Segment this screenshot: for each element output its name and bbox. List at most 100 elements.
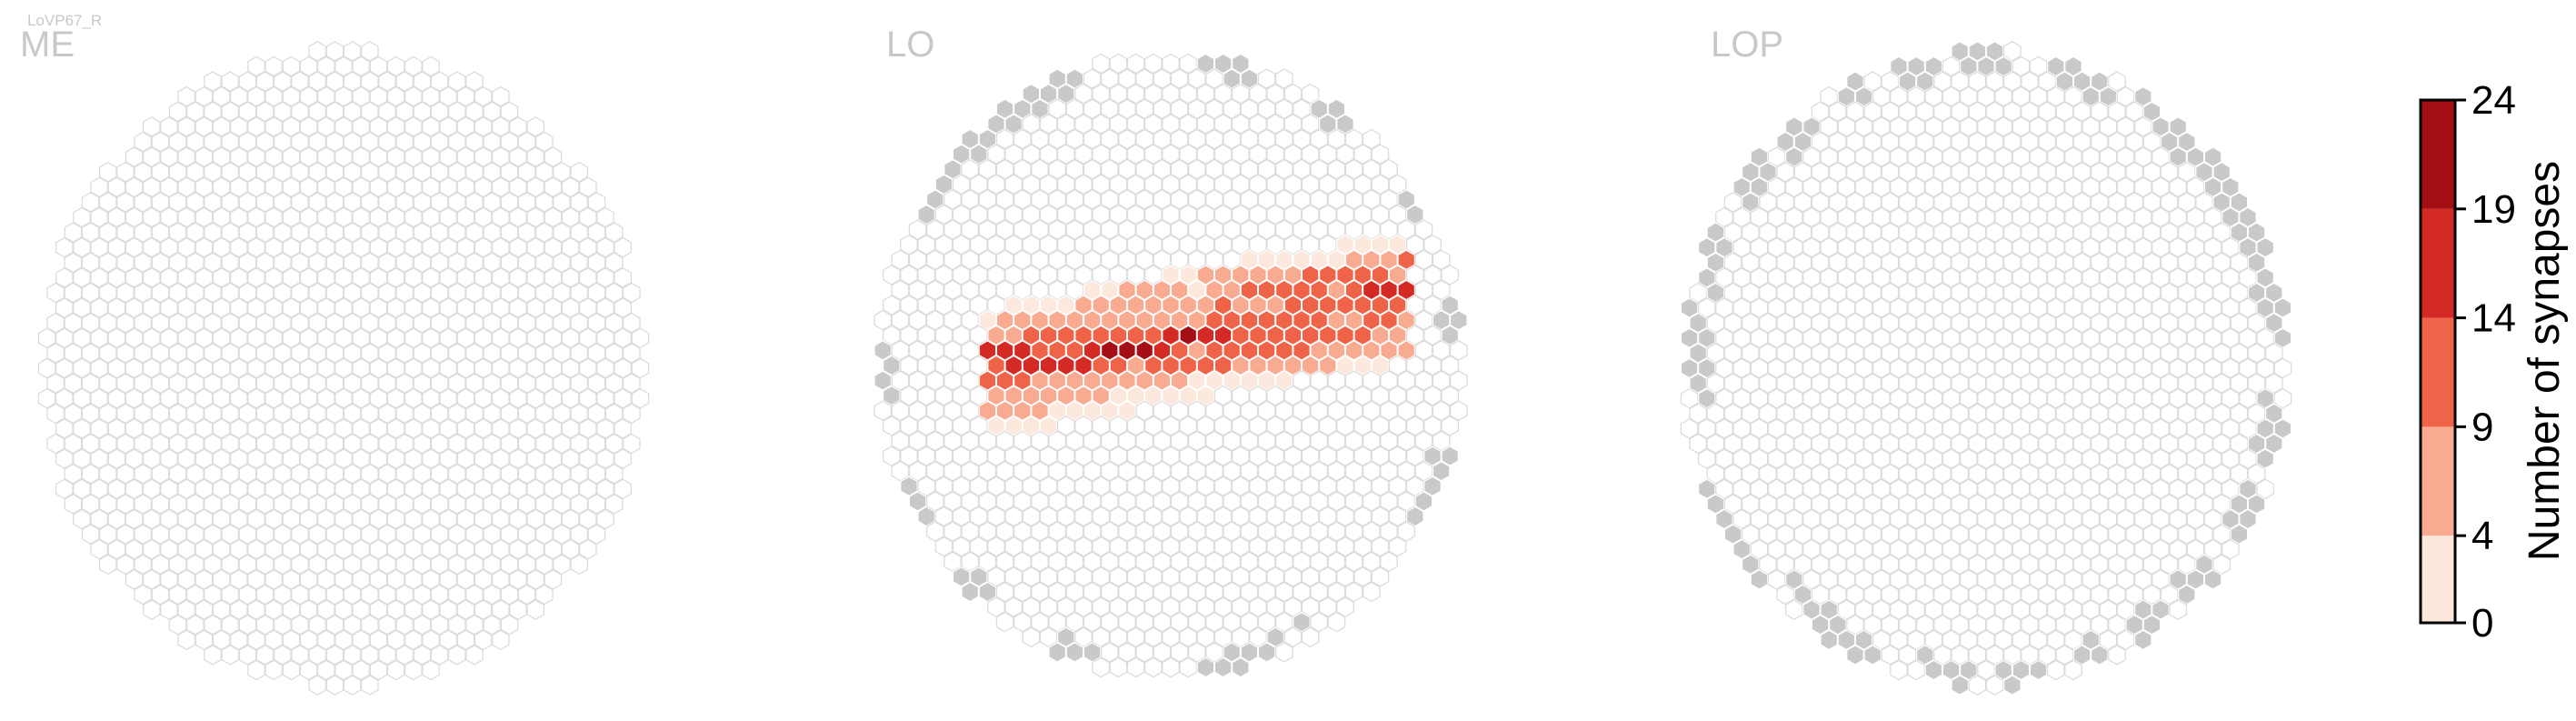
lop-column-hex	[1977, 508, 1995, 530]
lop-column-hex	[1924, 85, 1943, 107]
lop-column-hex	[1776, 131, 1794, 153]
lo-column-hex	[1327, 158, 1346, 180]
me-column-hex	[107, 327, 126, 349]
lop-column-hex	[1881, 524, 1900, 545]
lop-column-hex	[2264, 343, 2283, 364]
lo-column-hex	[1135, 219, 1154, 240]
me-column-hex	[247, 55, 265, 77]
me-column-hex	[587, 373, 606, 394]
me-column-hex	[151, 373, 170, 394]
lop-column-hex	[1723, 312, 1742, 334]
lop-column-hex	[1872, 418, 1891, 439]
lop-column-hex	[1907, 508, 1926, 530]
me-column-hex	[413, 101, 432, 123]
lo-column-hex	[1013, 309, 1032, 331]
lo-column-hex	[961, 370, 980, 391]
lop-column-hex	[2133, 236, 2152, 258]
lop-column-hex	[2002, 222, 2022, 243]
lop-column-hex	[2186, 297, 2205, 318]
lop-column-hex	[1767, 146, 1786, 167]
lop-column-hex	[1968, 554, 1987, 576]
lo-column-hex	[1144, 325, 1163, 346]
lo-column-hex	[1039, 536, 1058, 557]
lop-column-hex	[2090, 131, 2109, 153]
lop-column-hex	[2177, 433, 2196, 455]
lop-column-hex	[1723, 222, 1742, 243]
lo-column-hex	[1056, 536, 1075, 557]
me-column-hex	[221, 645, 240, 666]
lo-column-hex	[1301, 325, 1320, 346]
me-column-hex	[343, 71, 362, 92]
lo-column-hex	[1397, 430, 1416, 452]
me-column-hex	[352, 629, 371, 651]
lo-column-hex	[1274, 491, 1293, 512]
me-column-hex	[238, 131, 257, 153]
lo-column-hex	[1039, 506, 1058, 527]
lo-column-hex	[1135, 611, 1154, 633]
me-column-hex	[430, 71, 449, 92]
lo-column-hex	[1153, 551, 1172, 573]
lo-column-hex	[1371, 265, 1390, 285]
me-column-hex	[299, 659, 318, 681]
lop-column-hex	[1959, 176, 1978, 198]
lop-column-hex	[2133, 357, 2152, 379]
lo-column-hex	[1380, 491, 1398, 512]
lop-column-hex	[2099, 236, 2118, 258]
lop-column-hex	[1802, 116, 1821, 137]
me-column-hex	[160, 478, 178, 500]
me-column-hex	[142, 236, 161, 258]
lop-column-hex	[2125, 161, 2144, 183]
lo-column-hex	[1293, 581, 1311, 603]
lop-column-hex	[2099, 116, 2118, 137]
lop-column-hex	[1959, 85, 1978, 107]
me-column-hex	[343, 192, 362, 213]
lop-column-hex	[1881, 282, 1900, 304]
me-column-hex	[622, 343, 641, 364]
lop-column-hex	[1890, 569, 1908, 590]
me-column-hex	[544, 176, 563, 198]
lo-column-hex	[934, 174, 954, 195]
me-column-hex	[500, 222, 519, 243]
lo-column-hex	[917, 506, 935, 527]
me-column-hex	[160, 448, 178, 469]
me-column-hex	[282, 206, 301, 228]
lo-column-hex	[1319, 265, 1337, 285]
lop-column-hex	[1820, 85, 1839, 107]
lop-column-hex	[2152, 448, 2170, 469]
me-column-hex	[422, 478, 440, 500]
me-column-hex	[334, 569, 353, 590]
lo-column-hex	[1319, 114, 1337, 135]
lop-column-hex	[2055, 101, 2074, 123]
lo-column-hex	[1283, 536, 1303, 557]
me-column-hex	[517, 554, 536, 576]
lo-column-hex	[1057, 295, 1075, 315]
lo-column-hex	[1266, 355, 1284, 376]
lop-column-hex	[2099, 176, 2118, 198]
lop-column-hex	[2125, 343, 2144, 364]
lop-column-hex	[2134, 599, 2152, 620]
me-column-hex	[255, 343, 275, 364]
lop-column-hex	[1951, 222, 1970, 243]
me-column-hex	[447, 584, 466, 606]
lop-column-hex	[1898, 614, 1917, 636]
lop-column-hex	[1837, 206, 1856, 228]
lop-column-hex	[1750, 236, 1769, 258]
me-column-hex	[378, 161, 396, 183]
lop-column-hex	[1898, 403, 1917, 425]
lop-column-hex	[2002, 433, 2022, 455]
lop-column-hex	[1784, 297, 1803, 318]
me-column-hex	[456, 176, 475, 198]
lo-column-hex	[1301, 476, 1320, 497]
me-column-hex	[509, 116, 527, 137]
lo-column-hex	[1275, 279, 1293, 301]
lop-column-hex	[1881, 131, 1900, 153]
lo-column-hex	[1293, 611, 1311, 633]
me-column-hex	[413, 433, 432, 455]
lop-column-hex	[1898, 131, 1917, 153]
lop-column-hex	[2239, 297, 2257, 318]
lop-column-hex	[1959, 448, 1978, 469]
lop-column-hex	[1820, 176, 1839, 198]
lop-column-hex	[1837, 267, 1856, 288]
lop-column-hex	[1811, 192, 1830, 213]
me-column-hex	[325, 463, 344, 485]
